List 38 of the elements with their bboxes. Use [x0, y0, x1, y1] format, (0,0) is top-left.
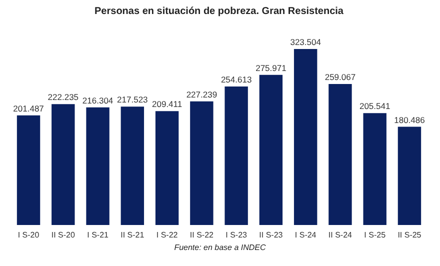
bar: [155, 111, 179, 225]
x-tick-label: I S-24: [294, 230, 317, 240]
x-tick-label: II S-24: [328, 230, 353, 240]
bar: [190, 101, 214, 225]
bar: [52, 104, 75, 225]
data-label: 275.971: [256, 62, 287, 73]
bar: [259, 74, 283, 225]
data-label: 216.304: [82, 95, 114, 106]
data-label: 180.486: [394, 114, 426, 125]
x-tick-label: I S-25: [364, 230, 386, 240]
data-label: 205.541: [359, 101, 390, 112]
bar: [363, 113, 386, 225]
x-tick-label: I S-22: [156, 230, 178, 240]
x-tick-label: II S-21: [120, 230, 145, 240]
data-label: 222.235: [48, 92, 79, 102]
bar: [224, 86, 248, 225]
data-label: 254.613: [220, 74, 252, 84]
data-label: 201.487: [13, 103, 44, 114]
bar: [398, 126, 422, 225]
x-tick-label: II S-20: [51, 230, 76, 240]
x-tick-label: II S-25: [398, 230, 422, 240]
chart-title: Personas en situación de pobreza. Gran Resistencia: [94, 6, 344, 17]
data-label: 209.411: [152, 99, 182, 110]
bar: [328, 84, 352, 225]
x-tick-label: I S-20: [18, 230, 40, 240]
bar: [16, 115, 40, 225]
bar: [294, 49, 318, 225]
data-label: 217.523: [117, 94, 148, 105]
x-tick-label: II S-22: [190, 230, 214, 240]
data-label: 259.067: [324, 72, 356, 82]
data-label: 227.239: [186, 89, 218, 100]
x-tick-label: I S-23: [226, 230, 248, 240]
bar: [120, 106, 144, 225]
data-label: 323.504: [290, 37, 322, 47]
x-tick-label: II S-23: [259, 230, 284, 240]
source-note: Fuente: en base a INDEC: [173, 243, 267, 252]
bar: [86, 107, 110, 225]
x-tick-label: I S-21: [87, 230, 110, 240]
